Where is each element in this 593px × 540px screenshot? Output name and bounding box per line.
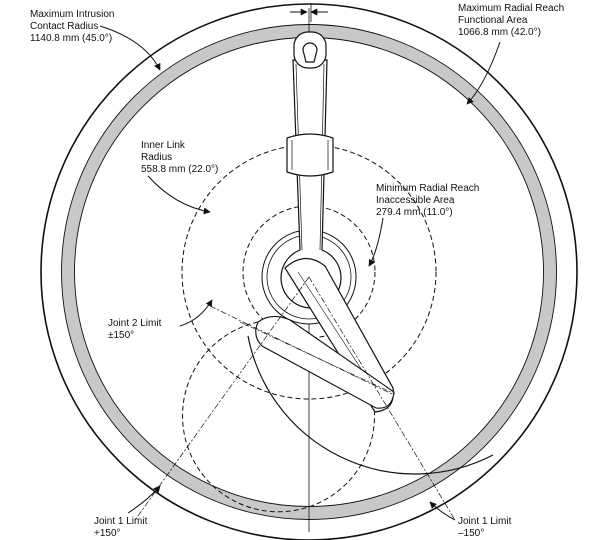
joint1-neg-callout — [429, 501, 456, 521]
joint1-limit-pos-label: Joint 1 Limit +150° — [94, 516, 150, 539]
arm-collar-inner — [291, 140, 329, 170]
max-radial-reach-label: Maximum Radial Reach Functional Area 106… — [458, 3, 567, 38]
lower-link-rotated — [255, 315, 395, 409]
arm-collar — [286, 133, 334, 177]
inner-link-label: Inner Link Radius 558.8 mm (22.0°) — [141, 140, 218, 175]
min-reach-callout — [368, 217, 384, 267]
min-reach-circle — [242, 205, 376, 339]
joint1-pos-callout — [127, 485, 161, 514]
joint2-callout — [179, 299, 213, 327]
joint2-ref-line — [209, 305, 393, 395]
max-intrusion-circle — [40, 3, 578, 540]
max-reach-callout — [466, 41, 501, 105]
inner-link-circle — [181, 144, 437, 400]
joint2-limit-label: Joint 2 Limit ±150° — [108, 318, 164, 341]
joint1-neg-ref-line — [308, 276, 456, 521]
joint1-pos-ref-line — [134, 276, 310, 521]
joint1-limit-neg-label: Joint 1 Limit –150° — [458, 516, 514, 539]
joint2-ref-line-b — [239, 321, 396, 395]
inner-link-callout — [147, 175, 211, 215]
end-effector-socket — [302, 42, 318, 63]
max-intrusion-label: Maximum Intrusion Contact Radius 1140.8 … — [30, 9, 117, 44]
max-intrusion-callout — [99, 25, 161, 71]
joint1-limit-arc — [247, 335, 494, 475]
joint2-swing-arc — [182, 321, 375, 513]
min-radial-reach-label: Minimum Radial Reach Inaccessible Area 2… — [376, 183, 482, 218]
